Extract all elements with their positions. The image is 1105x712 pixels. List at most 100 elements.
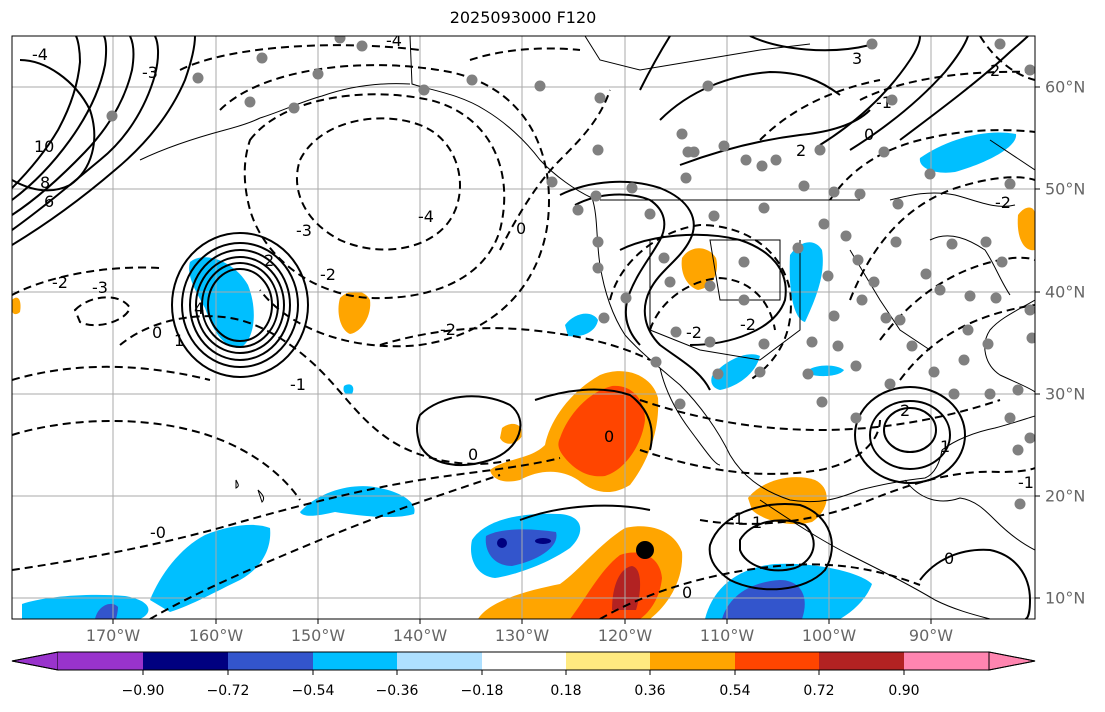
- contour-label: 10: [34, 137, 54, 156]
- lon-label: 120°W: [597, 626, 653, 645]
- contour-label: -1: [1018, 473, 1034, 492]
- lon-label: 130°W: [494, 626, 550, 645]
- colorbar-segment: [904, 652, 989, 670]
- contour-label: 2: [900, 401, 910, 420]
- positive-anomaly-region: [12, 297, 21, 315]
- lat-label: 60°N: [1045, 77, 1086, 97]
- coastlines: [139, 36, 1035, 619]
- contour-label: 0: [468, 445, 478, 464]
- negative-anomaly-region: [711, 354, 760, 390]
- negative-anomaly-region: [722, 580, 805, 619]
- negative-anomaly-region: [189, 257, 254, 348]
- contour-label: 0: [682, 583, 692, 602]
- lon-label: 150°W: [290, 626, 346, 645]
- lon-label: 90°W: [908, 626, 954, 645]
- lon-label: 100°W: [801, 626, 857, 645]
- colorbar-segment: [58, 652, 143, 670]
- colorbar-tick-label: 0.72: [803, 683, 835, 699]
- contour-label: -3: [142, 63, 158, 82]
- lat-label: 30°N: [1045, 384, 1086, 404]
- contour-label: -3: [296, 221, 312, 240]
- contour-label: -0: [150, 523, 166, 542]
- contour-label: 2: [264, 251, 274, 270]
- contour-labels: -4 -3 -2 -2 -2 -2 -4 -4 -3 -3 -2 0 0 0 0…: [32, 31, 1034, 602]
- contour-label: -4: [32, 45, 48, 64]
- positive-anomaly-region: [558, 385, 645, 477]
- colorbar-tick-label: −0.18: [460, 683, 504, 699]
- contour-label: -2: [320, 265, 336, 284]
- positive-anomaly-region: [748, 477, 827, 525]
- contour-label: 8: [40, 173, 50, 192]
- contour-label: -1: [290, 375, 306, 394]
- contour-label: 2: [796, 141, 806, 160]
- contour-label: 1: [940, 437, 950, 456]
- colorbar-tick-label: 0.18: [550, 683, 582, 699]
- map-title: 2025093000 F120: [449, 8, 597, 27]
- graticule: [12, 36, 1035, 619]
- contour-label: 0: [152, 323, 162, 342]
- positive-anomaly-region: [338, 291, 371, 334]
- contour-label: -2: [52, 273, 68, 292]
- contour-label: -2: [740, 315, 756, 334]
- lat-label: 40°N: [1045, 282, 1086, 302]
- contour-label: 0: [604, 427, 614, 446]
- contour-label: 1: [174, 331, 184, 350]
- storm-center-marker: [636, 541, 654, 559]
- contour-label: 0: [516, 219, 526, 238]
- contour-label: -2: [440, 320, 456, 339]
- lat-label: 20°N: [1045, 486, 1086, 506]
- negative-anomaly-core: [497, 538, 507, 548]
- colorbar-segment: [650, 652, 735, 670]
- colorbar-tick-label: −0.90: [121, 683, 165, 699]
- negative-contours: [12, 36, 1035, 619]
- axis-ticks: [112, 86, 1040, 624]
- colorbar-segment: [482, 652, 566, 670]
- negative-anomaly-core: [535, 538, 551, 544]
- colorbar-tick-label: 0.90: [888, 683, 920, 699]
- lat-label: 50°N: [1045, 179, 1086, 199]
- contour-label: -1: [728, 509, 744, 528]
- colorbar-segment: [735, 652, 819, 670]
- colorbar-extend-high: [988, 651, 1036, 671]
- colorbar-tick-label: −0.36: [375, 683, 419, 699]
- negative-anomaly-region: [919, 132, 1017, 173]
- colorbar-extend-low: [11, 651, 59, 671]
- negative-anomaly-region: [150, 524, 271, 612]
- contour-label: -2: [686, 323, 702, 342]
- colorbar-tick-label: −0.54: [291, 683, 335, 699]
- colorbar-segment: [819, 652, 904, 670]
- colorbar-tick-label: −0.72: [206, 683, 250, 699]
- lon-label: 140°W: [392, 626, 448, 645]
- negative-anomaly-region: [95, 603, 118, 619]
- colorbar-tick-label: 0.36: [634, 683, 666, 699]
- lon-label: 170°W: [85, 626, 141, 645]
- colorbar-segment: [228, 652, 313, 670]
- contour-label: -4: [418, 207, 434, 226]
- colorbar-segment: [566, 652, 650, 670]
- negative-anomaly-region: [789, 242, 823, 322]
- lon-label: 160°W: [188, 626, 244, 645]
- contour-label: -2: [995, 193, 1011, 212]
- shaded-fields: [12, 132, 1035, 619]
- colorbar-tick-label: 0.54: [719, 683, 751, 699]
- contour-label: 0: [944, 549, 954, 568]
- contour-label: 1: [752, 513, 762, 532]
- colorbar-segment: [143, 652, 228, 670]
- positive-anomaly-region: [1017, 207, 1035, 251]
- contour-label: 0: [864, 125, 874, 144]
- contour-label: 2: [990, 61, 1000, 80]
- colorbar-segment: [397, 652, 482, 670]
- contour-label: 3: [852, 49, 862, 68]
- contour-label: 4: [194, 299, 204, 318]
- contour-label: -4: [386, 31, 402, 50]
- contour-label: -3: [92, 278, 108, 297]
- lat-label: 10°N: [1045, 588, 1086, 608]
- station-markers: [106, 36, 1035, 510]
- colorbar-segment: [313, 652, 397, 670]
- negative-anomaly-region: [343, 384, 354, 395]
- negative-anomaly-region: [565, 313, 598, 337]
- positive-contours: [12, 36, 1032, 619]
- positive-anomaly-region: [612, 566, 641, 610]
- colorbar: [11, 651, 1036, 675]
